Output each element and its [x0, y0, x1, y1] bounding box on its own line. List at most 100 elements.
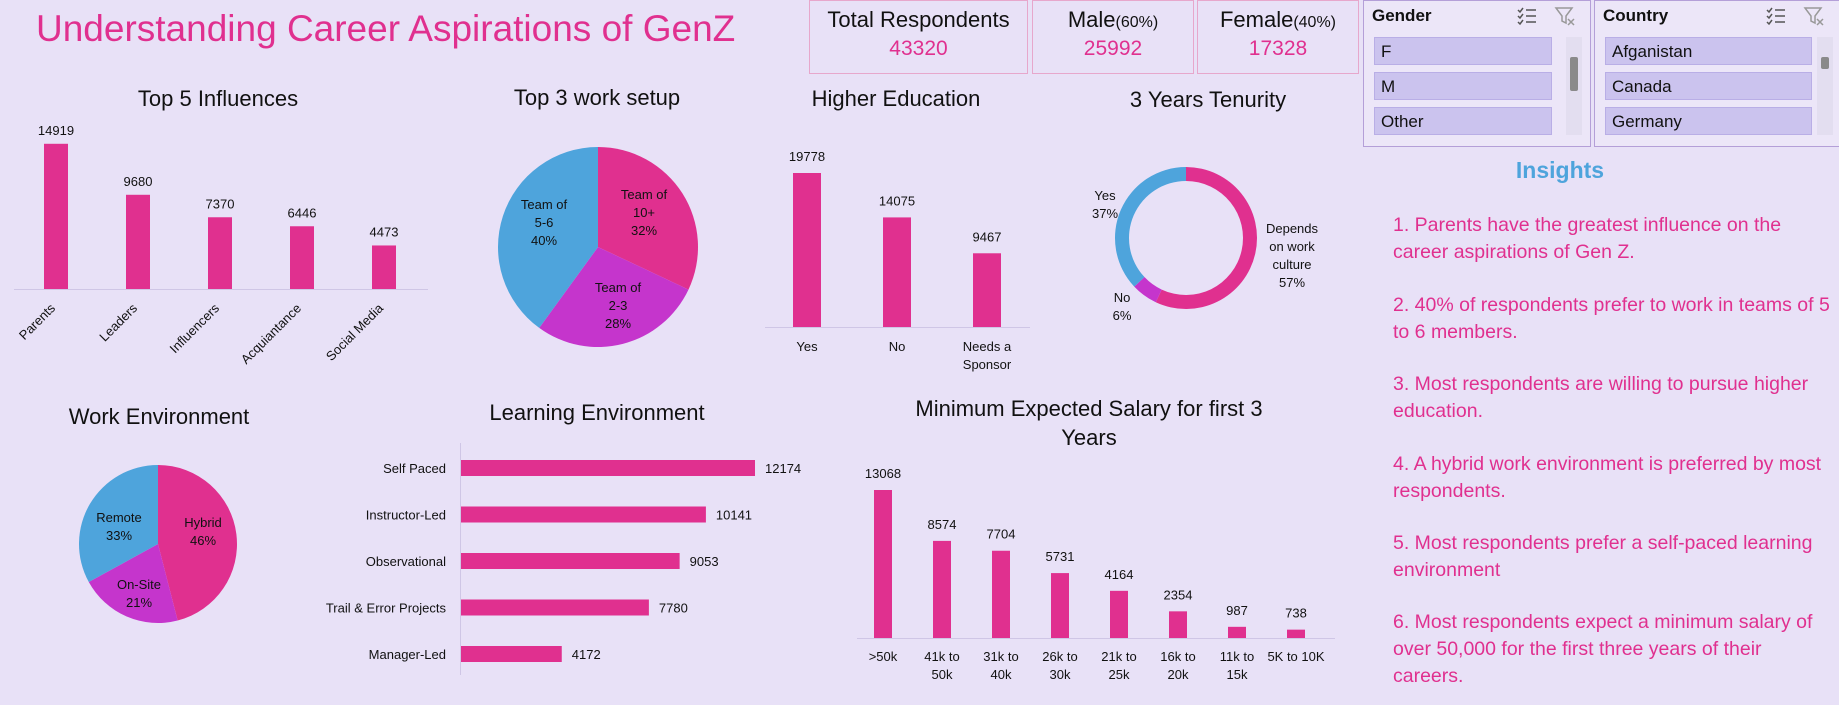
work-env-slice-label: 46% — [190, 533, 216, 548]
tenure-slice-label: 6% — [1113, 308, 1132, 323]
salary-category-label: 15k — [1227, 667, 1248, 682]
gender-scrollbar[interactable] — [1566, 37, 1582, 135]
higher-edu-bar — [793, 173, 821, 327]
country-item-germany[interactable]: Germany — [1605, 107, 1812, 135]
multi-select-icon[interactable] — [1516, 5, 1538, 27]
kpi-male: Male(60%) 25992 — [1032, 0, 1194, 74]
learning-env-bar — [461, 599, 649, 616]
salary-value-label: 738 — [1285, 606, 1307, 621]
country-scrollbar[interactable] — [1817, 37, 1833, 135]
chart-title-salary: Minimum Expected Salary for first 3 Year… — [915, 394, 1262, 452]
country-slicer-title: Country — [1603, 6, 1669, 25]
salary-bar — [933, 540, 951, 638]
salary-category-label: 20k — [1168, 667, 1189, 682]
salary-category-label: 40k — [991, 667, 1012, 682]
insights-title: Insights — [1515, 157, 1605, 183]
chart-title-work-environment: Work Environment — [68, 404, 250, 429]
influences-bar — [126, 194, 150, 289]
country-scrollbar-thumb[interactable] — [1821, 57, 1829, 69]
tenure-slice-label: Depends — [1266, 221, 1319, 236]
higher-edu-bar — [883, 217, 911, 327]
influences-category-label: Acquiantance — [238, 301, 304, 367]
insight-2: 2. 40% of respondents prefer to work in … — [1393, 294, 1830, 343]
insight-4: 4. A hybrid work environment is preferre… — [1393, 453, 1822, 502]
salary-category-label: >50k — [869, 649, 898, 664]
clear-filter-icon[interactable] — [1554, 5, 1576, 27]
salary-value-label: 7704 — [987, 527, 1016, 542]
higher-edu-category-label: Sponsor — [963, 357, 1012, 372]
work-setup-slice-label: 40% — [531, 233, 557, 248]
higher-edu-value-label: 14075 — [879, 193, 915, 208]
salary-bar — [874, 490, 892, 638]
learning-env-bar — [461, 460, 755, 476]
salary-value-label: 987 — [1226, 603, 1248, 618]
learning-env-value-label: 9053 — [690, 554, 719, 569]
influences-bar — [44, 143, 68, 289]
influences-bar — [208, 217, 232, 289]
salary-bar — [1287, 629, 1305, 638]
chart-title-salary-line2: Years — [1061, 425, 1117, 450]
learning-env-value-label: 12174 — [765, 461, 801, 476]
influences-value-label: 14919 — [38, 123, 74, 138]
gender-item-other[interactable]: Other — [1374, 107, 1552, 135]
salary-category-label: 50k — [932, 667, 953, 682]
salary-category-label: 30k — [1050, 667, 1071, 682]
influences-category-label: Influencers — [167, 300, 223, 356]
salary-category-label: 11k to — [1220, 649, 1254, 664]
learning-env-value-label: 7780 — [659, 601, 688, 616]
kpi-total-respondents: Total Respondents 43320 — [809, 0, 1028, 74]
gender-item-f[interactable]: F — [1374, 37, 1552, 65]
insight-6: 6. Most respondents expect a minimum sal… — [1393, 611, 1813, 687]
work-setup-slice — [598, 147, 698, 290]
salary-category-label: 31k to — [983, 649, 1018, 664]
work-setup-slice-label: 10+ — [633, 205, 655, 220]
work-env-slice-label: 21% — [126, 595, 152, 610]
salary-category-label: 25k — [1109, 667, 1130, 682]
influences-value-label: 6446 — [288, 205, 317, 220]
dashboard-title: Understanding Career Aspirations of GenZ — [36, 8, 736, 49]
higher-edu-category-label: Needs a — [963, 339, 1012, 354]
salary-category-label: 16k to — [1160, 649, 1195, 664]
salary-value-label: 8574 — [928, 517, 957, 532]
salary-bar — [1169, 611, 1187, 638]
work-env-slice-label: Remote — [96, 510, 142, 525]
chart-title-higher-education: Higher Education — [811, 86, 981, 111]
chart-title-learning-environment: Learning Environment — [489, 400, 705, 425]
gender-slicer: Gender F M Other — [1363, 0, 1591, 147]
learning-env-value-label: 10141 — [716, 508, 752, 523]
higher-edu-value-label: 19778 — [789, 149, 825, 164]
work-setup-slice-label: 2-3 — [609, 298, 628, 313]
work-setup-slice-label: 28% — [605, 316, 631, 331]
learning-env-value-label: 4172 — [572, 647, 601, 662]
work-env-slice-label: On-Site — [117, 577, 161, 592]
gender-scrollbar-thumb[interactable] — [1570, 57, 1578, 91]
salary-bar — [1228, 626, 1246, 638]
tenure-slice — [1115, 167, 1186, 287]
salary-value-label: 4164 — [1105, 567, 1134, 582]
higher-edu-category-label: Yes — [796, 339, 818, 354]
work-setup-slice-label: Team of — [621, 187, 668, 202]
multi-select-icon[interactable] — [1765, 5, 1787, 27]
influences-bar — [290, 226, 314, 289]
kpi-female: Female(40%) 17328 — [1197, 0, 1359, 74]
learning-env-category-label: Trail & Error Projects — [326, 601, 447, 616]
country-item-afganistan[interactable]: Afganistan — [1605, 37, 1812, 65]
kpi-male-label: Male — [1067, 7, 1116, 32]
influences-bar — [372, 245, 396, 289]
work-setup-slice — [498, 147, 598, 328]
gender-slicer-title: Gender — [1372, 6, 1432, 25]
influences-value-label: 7370 — [206, 196, 235, 211]
gender-item-m[interactable]: M — [1374, 72, 1552, 100]
clear-filter-icon[interactable] — [1803, 5, 1825, 27]
salary-value-label: 2354 — [1164, 587, 1193, 602]
tenure-slice — [1155, 167, 1258, 309]
tenure-slice-label: culture — [1272, 257, 1311, 272]
tenure-slice-label: No — [1114, 290, 1131, 305]
insight-5: 5. Most respondents prefer a self-paced … — [1393, 532, 1813, 581]
influences-category-label: Leaders — [96, 300, 140, 344]
tenure-slice-label: Yes — [1094, 188, 1116, 203]
salary-value-label: 5731 — [1046, 549, 1075, 564]
country-item-canada[interactable]: Canada — [1605, 72, 1812, 100]
work-env-slice-label: 33% — [106, 528, 132, 543]
